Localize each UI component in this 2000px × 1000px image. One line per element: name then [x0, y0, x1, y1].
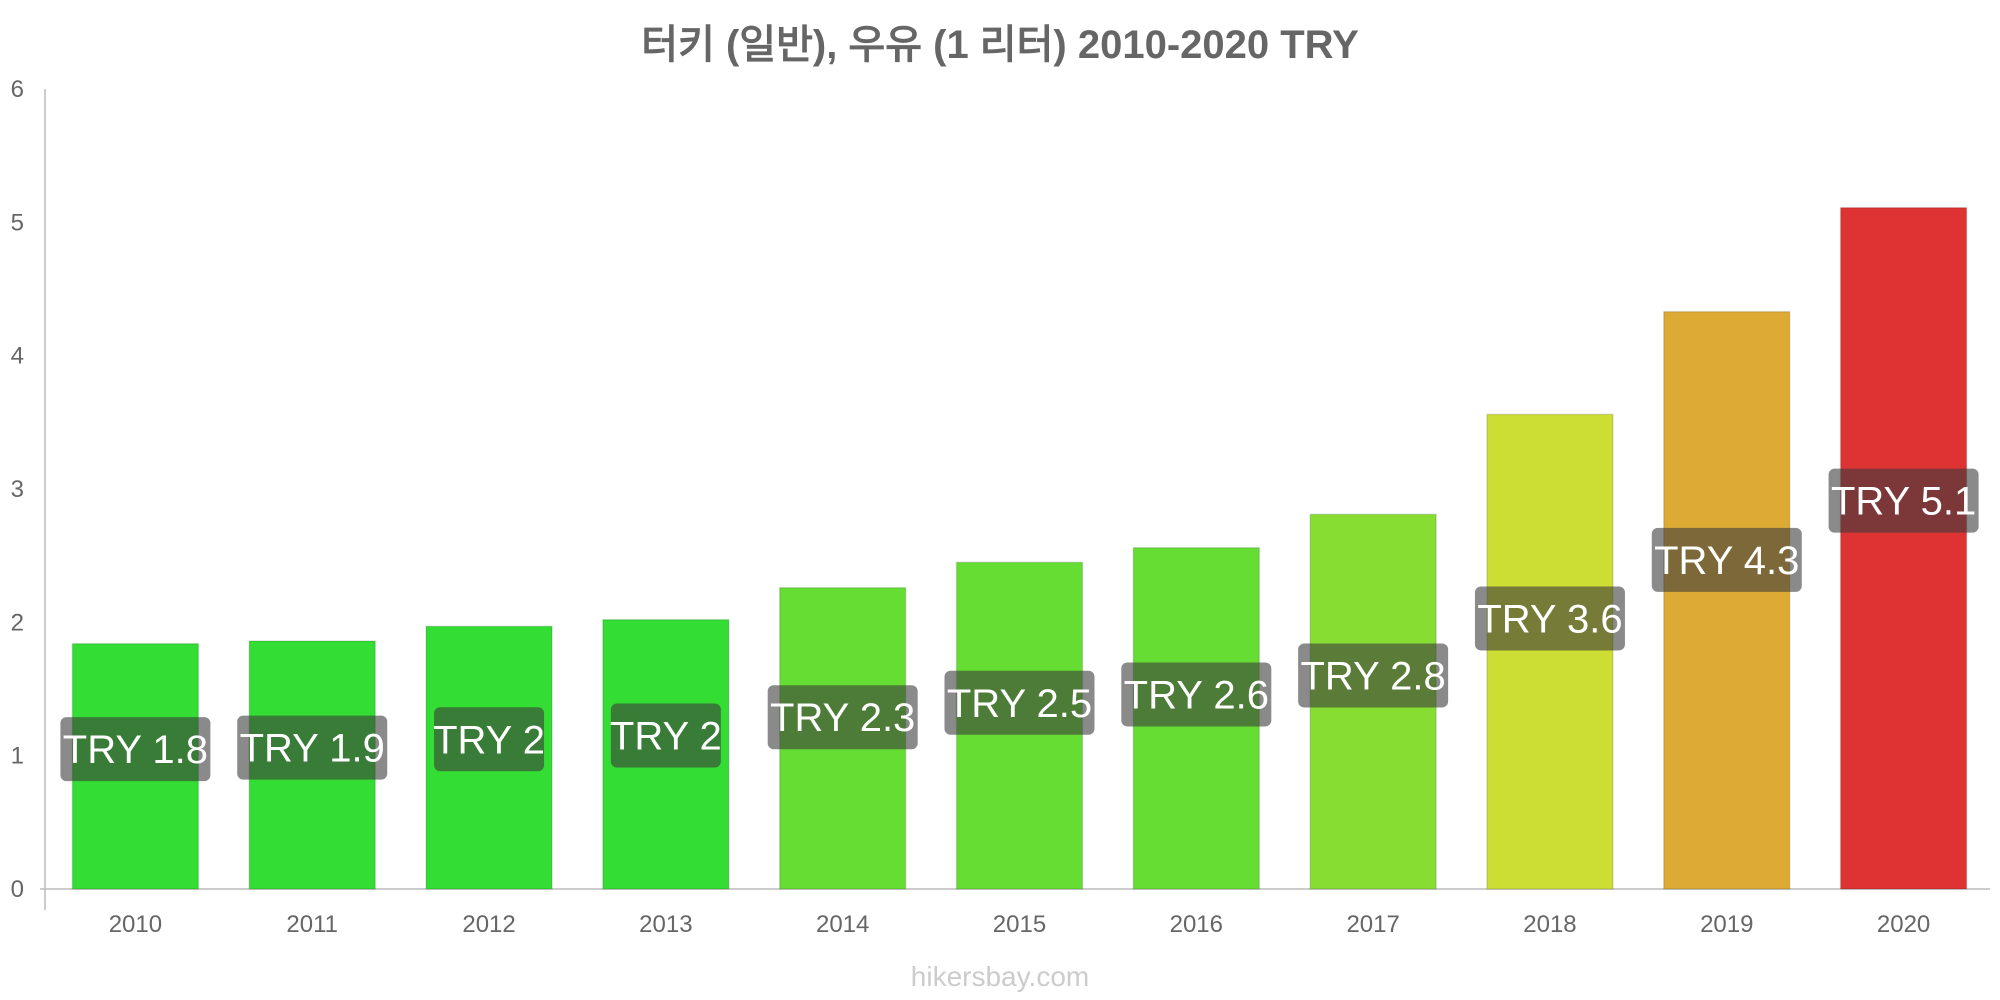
- data-label: TRY 3.6: [1477, 597, 1622, 641]
- y-tick-label: 1: [11, 743, 24, 770]
- y-tick-label: 3: [11, 476, 24, 503]
- data-label: TRY 2.3: [770, 696, 915, 740]
- x-tick-label: 2010: [109, 911, 162, 938]
- bar-2018: [1486, 413, 1614, 890]
- data-label-box: [1651, 527, 1802, 592]
- data-label-box: [944, 670, 1095, 735]
- data-label-box: [1121, 662, 1272, 727]
- y-tick-label: 6: [11, 76, 24, 103]
- x-tick-label: 2011: [286, 911, 338, 938]
- data-label-box: [237, 715, 388, 780]
- data-label: TRY 2.8: [1300, 654, 1445, 698]
- x-tick-label: 2013: [639, 911, 692, 938]
- data-label: TRY 4.3: [1654, 539, 1799, 583]
- data-label: TRY 1.9: [240, 727, 385, 771]
- data-label: TRY 2: [433, 718, 545, 762]
- data-label-box: [1828, 468, 1979, 533]
- y-tick-label: 0: [11, 876, 24, 903]
- x-tick-label: 2017: [1346, 911, 1399, 938]
- x-tick-label: 2015: [993, 911, 1046, 938]
- x-tick-label: 2019: [1700, 911, 1753, 938]
- data-label: TRY 5.1: [1831, 480, 1976, 524]
- watermark: hikersbay.com: [911, 961, 1089, 992]
- data-label-box: [767, 685, 918, 750]
- bar-2019: [1663, 310, 1791, 890]
- chart-title: 터키 (일반), 우유 (1 리터) 2010-2020 TRY: [641, 23, 1359, 67]
- data-label-box: [1298, 643, 1449, 708]
- x-tick-label: 2012: [462, 911, 515, 938]
- data-label: TRY 2: [610, 714, 722, 758]
- x-tick-label: 2020: [1877, 911, 1930, 938]
- bar-2020: [1839, 206, 1968, 890]
- x-tick-label: 2018: [1523, 911, 1576, 938]
- x-tick-label: 2016: [1170, 911, 1223, 938]
- data-label-box: [610, 703, 721, 768]
- data-label-box: [60, 717, 211, 782]
- data-labels: TRY 1.8 TRY 1.9 TRY 2 TRY 2 TRY 2.3 TRY 2.5 TR…: [60, 468, 1979, 782]
- data-label: TRY 2.5: [947, 682, 1092, 726]
- data-label: TRY 2.6: [1124, 673, 1269, 717]
- x-tick-label: 2014: [816, 911, 869, 938]
- x-axis: 2010 2011 2012 2013 2014 2015 2016 2017 2018 2019…: [109, 911, 1931, 938]
- data-label-box: [1474, 586, 1625, 651]
- data-label: TRY 1.8: [63, 728, 208, 772]
- y-tick-label: 5: [11, 209, 24, 236]
- y-tick-label: 2: [11, 609, 24, 636]
- y-tick-label: 4: [11, 343, 24, 370]
- data-label-box: [434, 707, 545, 772]
